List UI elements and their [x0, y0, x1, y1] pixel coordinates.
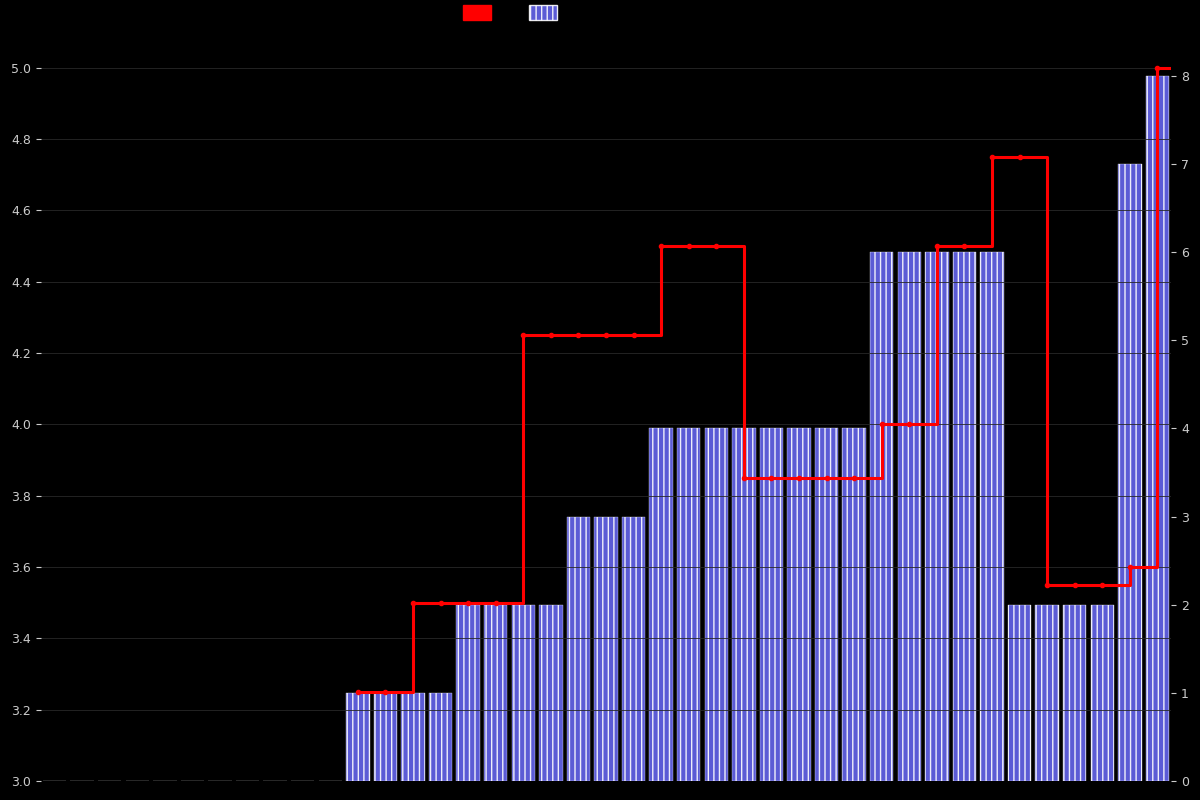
Bar — [346, 693, 370, 781]
Bar — [622, 517, 646, 781]
Bar — [732, 429, 756, 781]
Bar — [373, 693, 397, 781]
Bar — [898, 252, 920, 781]
Bar — [566, 517, 590, 781]
Bar — [1091, 605, 1114, 781]
Bar — [1036, 605, 1058, 781]
Bar — [428, 693, 452, 781]
Bar — [925, 252, 948, 781]
Bar — [484, 605, 508, 781]
Bar — [870, 252, 894, 781]
Bar — [594, 517, 618, 781]
Bar — [815, 429, 839, 781]
Bar — [787, 429, 811, 781]
Bar — [704, 429, 728, 781]
Bar — [401, 693, 425, 781]
Bar — [677, 429, 701, 781]
Bar — [539, 605, 563, 781]
Bar — [953, 252, 976, 781]
Bar — [1146, 76, 1169, 781]
Bar — [1118, 164, 1141, 781]
Bar — [842, 429, 866, 781]
Bar — [1008, 605, 1031, 781]
Bar — [760, 429, 784, 781]
Bar — [980, 252, 1003, 781]
Bar — [649, 429, 673, 781]
Legend: , : , — [463, 5, 569, 20]
Bar — [511, 605, 535, 781]
Bar — [456, 605, 480, 781]
Bar — [1063, 605, 1086, 781]
